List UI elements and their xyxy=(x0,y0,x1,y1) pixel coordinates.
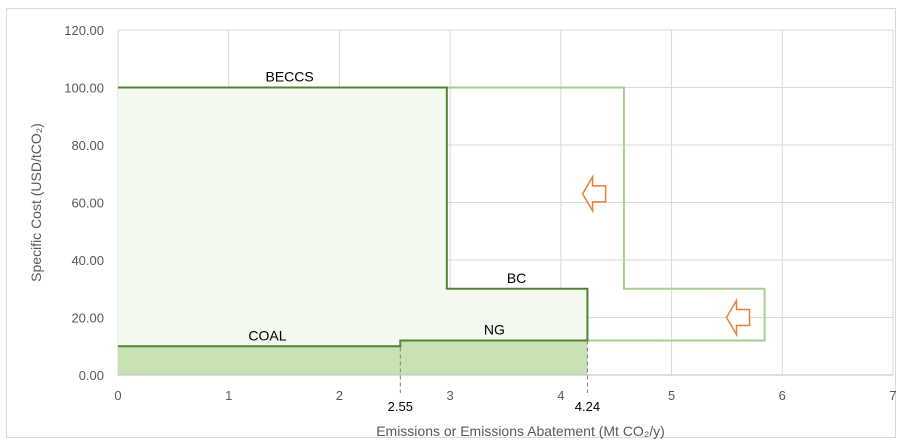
y-tick-label: 20.00 xyxy=(71,311,104,326)
left-arrow-icon xyxy=(581,174,607,214)
y-tick-label: 120.00 xyxy=(64,23,104,38)
marker-label: 4.24 xyxy=(575,399,600,414)
x-axis-title: Emissions or Emissions Abatement (Mt CO₂… xyxy=(376,423,665,439)
x-tick-label: 7 xyxy=(889,388,896,403)
y-axis-title: Specific Cost (USD/tCO₂) xyxy=(28,123,44,282)
x-tick-label: 1 xyxy=(225,388,232,403)
x-tick-label: 0 xyxy=(114,388,121,403)
segment-label-coal: COAL xyxy=(248,327,286,343)
main-step-line xyxy=(118,86,589,348)
y-tick-label: 80.00 xyxy=(71,138,104,153)
x-tick-label: 2 xyxy=(336,388,343,403)
segment-label-bc: BC xyxy=(507,270,526,286)
segment-label-ng: NG xyxy=(484,322,505,338)
abatement-area-fill xyxy=(118,87,588,375)
y-tick-label: 40.00 xyxy=(71,253,104,268)
left-arrow-icon xyxy=(725,297,751,338)
y-tick-label: 0.00 xyxy=(79,368,104,383)
marker-label: 2.55 xyxy=(388,399,413,414)
x-tick-label: 4 xyxy=(557,388,564,403)
segment-label-beccs: BECCS xyxy=(265,69,313,85)
x-tick-label: 3 xyxy=(447,388,454,403)
shifted-step-line xyxy=(400,86,766,342)
y-tick-label: 60.00 xyxy=(71,196,104,211)
coal-area-fill xyxy=(118,340,588,375)
x-tick-label: 6 xyxy=(779,388,786,403)
x-tick-label: 5 xyxy=(668,388,675,403)
y-tick-label: 100.00 xyxy=(64,81,104,96)
